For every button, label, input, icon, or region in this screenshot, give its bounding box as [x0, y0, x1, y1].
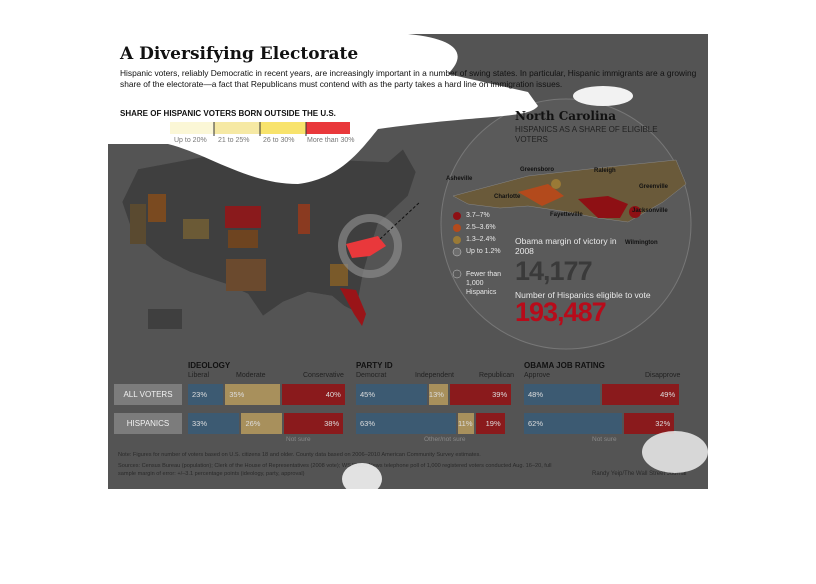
party-sub-independent: Independent — [415, 372, 454, 379]
map-legend-swatches — [170, 122, 350, 136]
bar-party-id-all_voters-republican: 39% — [449, 384, 512, 405]
intro-text: Hispanic voters, reliably Democratic in … — [120, 68, 697, 89]
row-label-hispanics: HISPANICS — [114, 413, 182, 434]
nc-title: North Carolina — [515, 109, 617, 123]
bar-party-id-hispanics-republican: 19% — [475, 413, 505, 434]
state-kansas — [228, 230, 258, 248]
city-raleigh: Raleigh — [594, 168, 616, 174]
nc-zoom-circle — [440, 98, 692, 350]
obama-sub-approve: Approve — [524, 372, 551, 379]
city-wilmington: Wilmington — [625, 240, 658, 246]
overlay-blobs — [342, 431, 708, 489]
legend-swatch-3 — [260, 122, 306, 134]
bar-party-id-hispanics-democrat: 63% — [356, 413, 457, 434]
bar-ideology-all_voters-liberal: 23% — [188, 384, 224, 405]
margin-label: Obama margin of victory in 2008 — [515, 236, 617, 256]
city-greensboro: Greensboro — [520, 167, 555, 173]
city-asheville: Asheville — [446, 176, 473, 182]
party-title: PARTY ID — [356, 361, 393, 370]
legend-swatch-2 — [214, 122, 260, 134]
obama-title: OBAMA JOB RATING — [524, 361, 605, 370]
connector-line — [379, 201, 421, 240]
bar-obama-job-rating-hispanics-disapprove: 32% — [624, 413, 675, 434]
nc-legend-5: Fewer than 1,000 Hispanics — [466, 271, 502, 296]
state-colorado — [183, 219, 209, 239]
infographic-panel: A Diversifying Electorate Hispanic voter… — [108, 34, 708, 489]
state-illinois — [298, 204, 310, 234]
bar-ideology-all_voters-conservative: 40% — [281, 384, 345, 405]
legend-label-2: 21 to 25% — [218, 137, 250, 144]
obama-sub-disapprove: Disapprove — [645, 372, 681, 379]
bar-party-id-hispanics-independent: 11% — [458, 413, 474, 434]
bar-obama-job-rating-hispanics-approve: 62% — [524, 413, 623, 434]
state-nevada — [148, 194, 166, 222]
nc-legend-1: 3.7–7% — [466, 212, 490, 219]
bar-party-id-all_voters-independent: 13% — [428, 384, 448, 405]
nc-county-dot-2 — [551, 179, 561, 189]
bar-party-id-all_voters-democrat: 45% — [356, 384, 427, 405]
state-alaska — [148, 309, 182, 329]
bar-obama-job-rating-all_voters-approve: 48% — [524, 384, 600, 405]
nc-county-dot-1 — [629, 206, 641, 218]
row-label-all-voters: ALL VOTERS — [114, 384, 182, 405]
legend-swatch-4 — [306, 122, 350, 134]
state-florida — [340, 288, 366, 326]
not-sure-party: Other/not sure — [424, 436, 466, 443]
not-sure-obama: Not sure — [592, 436, 617, 443]
nc-legend-2: 2.5–3.6% — [466, 224, 496, 231]
party-sub-republican: Republican — [479, 372, 515, 379]
bar-ideology-hispanics-conservative: 38% — [283, 413, 344, 434]
ideology-sub-conservative: Conservative — [303, 372, 344, 379]
state-north-carolina-highlight — [346, 236, 386, 258]
not-sure-ideology: Not sure — [286, 436, 311, 443]
bar-ideology-hispanics-moderate: 26% — [241, 413, 282, 434]
nc-highlight-ring — [338, 214, 402, 278]
ideology-title: IDEOLOGY — [188, 361, 231, 370]
city-charlotte: Charlotte — [494, 194, 521, 200]
header-backdrop — [108, 34, 633, 184]
eligible-value: 193,487 — [515, 297, 607, 327]
bar-obama-job-rating-all_voters-disapprove: 49% — [601, 384, 680, 405]
nc-dark-counties — [578, 196, 628, 218]
ideology-sub-moderate: Moderate — [236, 372, 266, 379]
bar-ideology-all_voters-moderate: 35% — [225, 384, 280, 405]
nc-legend-3: 1.3–2.4% — [466, 236, 496, 243]
legend-label-3: 26 to 30% — [263, 137, 295, 144]
city-greenville: Greenville — [639, 184, 669, 190]
legend-label-1: Up to 20% — [174, 137, 207, 144]
page-title: A Diversifying Electorate — [120, 44, 359, 64]
us-map — [121, 98, 692, 350]
bar-ideology-hispanics-liberal: 33% — [188, 413, 240, 434]
footer-sources: Sources: Census Bureau (population); Cle… — [118, 463, 552, 477]
nc-legend-dots — [452, 212, 462, 279]
state-california — [130, 204, 146, 244]
city-jacksonville: Jacksonville — [632, 208, 668, 214]
nc-mid-counties — [518, 184, 564, 206]
legend-swatch-1 — [170, 122, 214, 134]
state-texas — [226, 259, 266, 291]
nc-legend-4: Up to 1.2% — [466, 248, 501, 255]
state-nebraska — [225, 206, 261, 228]
nc-state-shape — [452, 159, 687, 223]
eligible-label: Number of Hispanics eligible to vote — [515, 290, 651, 300]
legend-label-4: More than 30% — [307, 137, 355, 144]
party-sub-democrat: Democrat — [356, 372, 387, 379]
nc-subtitle: HISPANICS AS A SHARE OF ELIGIBLE VOTERS — [515, 125, 658, 144]
map-legend-title: SHARE OF HISPANIC VOTERS BORN OUTSIDE TH… — [120, 109, 336, 118]
margin-value: 14,177 — [515, 256, 593, 286]
ideology-sub-liberal: Liberal — [188, 372, 210, 379]
footer-credit: Randy Yeip/The Wall Street Journal — [592, 471, 687, 477]
footer-note: Note: Figures for number of voters based… — [118, 452, 481, 458]
state-georgia — [330, 264, 348, 286]
city-fayetteville: Fayetteville — [550, 212, 583, 218]
